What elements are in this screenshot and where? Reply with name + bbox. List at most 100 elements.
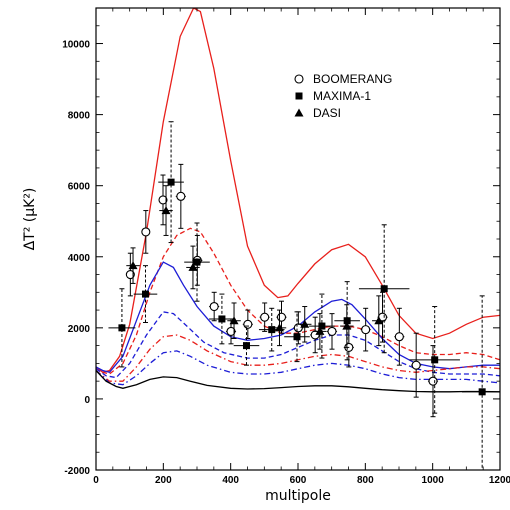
marker-filled-triangle bbox=[128, 261, 138, 270]
data-point-filled-triangle-2 bbox=[159, 185, 173, 236]
x-tick-label: 400 bbox=[222, 475, 239, 486]
axis-ticks: 0 200 400 600 800 1000 1200-200002000400060008… bbox=[62, 7, 510, 486]
marker-open-circle bbox=[226, 326, 236, 336]
marker-filled-square bbox=[242, 342, 250, 350]
marker-filled-triangle bbox=[300, 319, 310, 328]
model-curve-5 bbox=[96, 334, 500, 382]
marker-filled-triangle bbox=[188, 262, 198, 271]
y-tick-label: 0 bbox=[84, 395, 90, 406]
model-curve-7 bbox=[96, 370, 500, 393]
data-point-open-circle-2 bbox=[141, 210, 151, 254]
data-point-filled-square-5 bbox=[209, 293, 235, 345]
y-tick-label: 8000 bbox=[68, 111, 91, 122]
data-point-filled-square-1 bbox=[108, 288, 136, 368]
data-point-filled-square-11 bbox=[358, 224, 410, 354]
marker-filled-square bbox=[167, 178, 175, 186]
model-curve-1 bbox=[96, 8, 500, 374]
data-point-filled-triangle-1 bbox=[126, 247, 140, 284]
marker-open-circle bbox=[394, 332, 404, 342]
marker-open-circle bbox=[141, 227, 151, 237]
data-point-open-circle-9 bbox=[259, 302, 270, 332]
data-point-filled-square-8 bbox=[284, 311, 310, 363]
data-point-open-circle-13 bbox=[326, 313, 338, 350]
model-curve-6 bbox=[96, 350, 500, 386]
data-point-filled-square-3 bbox=[158, 121, 184, 244]
data-point-filled-triangle-4 bbox=[227, 302, 241, 340]
data-point-filled-triangle-6 bbox=[298, 306, 312, 343]
model-curve-2 bbox=[96, 227, 500, 375]
legend-item-open-circle: BOOMERANG bbox=[294, 72, 392, 86]
y-tick-label: 2000 bbox=[68, 324, 91, 335]
data-point-filled-square-9 bbox=[309, 293, 335, 359]
marker-filled-square bbox=[193, 258, 201, 266]
marker-open-circle bbox=[176, 191, 186, 201]
y-axis-title: ΔT² (μK²) bbox=[22, 188, 38, 251]
marker-filled-square bbox=[431, 356, 439, 364]
y-tick-label: 10000 bbox=[62, 40, 90, 51]
marker-filled-square bbox=[318, 322, 326, 330]
marker-open-circle bbox=[209, 301, 219, 312]
data-point-filled-triangle-3 bbox=[186, 245, 200, 290]
data-point-filled-square-6 bbox=[233, 325, 260, 366]
marker-open-circle bbox=[293, 323, 303, 333]
data-point-open-circle-15 bbox=[360, 307, 371, 352]
x-tick-label: 200 bbox=[155, 475, 172, 486]
data-point-open-circle-17 bbox=[394, 307, 405, 366]
data-point-open-circle-4 bbox=[175, 163, 186, 229]
marker-filled-triangle bbox=[342, 321, 352, 330]
data-point-filled-triangle-8 bbox=[340, 304, 354, 348]
data-point-open-circle-3 bbox=[158, 174, 168, 226]
x-tick-label: 1000 bbox=[422, 475, 445, 486]
data-point-filled-square-13 bbox=[461, 295, 500, 470]
marker-open-circle bbox=[411, 360, 421, 370]
legend-marker-open-circle bbox=[294, 74, 304, 84]
legend-item-filled-square: MAXIMA-1 bbox=[295, 89, 371, 103]
x-tick-label: 1200 bbox=[489, 475, 510, 486]
legend-label: BOOMERANG bbox=[313, 72, 392, 86]
y-tick-label: -2000 bbox=[64, 466, 90, 477]
legend-item-filled-triangle: DASI bbox=[294, 106, 341, 120]
data-point-filled-triangle-5 bbox=[272, 309, 287, 347]
x-tick-label: 600 bbox=[290, 475, 307, 486]
legend-marker-filled-square bbox=[295, 92, 303, 100]
y-tick-label: 4000 bbox=[68, 253, 91, 264]
marker-filled-square bbox=[380, 285, 388, 293]
data-points bbox=[108, 121, 500, 470]
data-point-open-circle-19 bbox=[427, 345, 439, 418]
data-point-filled-triangle-7 bbox=[313, 313, 327, 350]
data-point-filled-triangle-9 bbox=[372, 295, 386, 347]
marker-open-circle bbox=[276, 312, 287, 322]
marker-open-circle bbox=[361, 325, 371, 335]
marker-filled-triangle bbox=[374, 316, 384, 325]
marker-open-circle bbox=[243, 319, 253, 329]
marker-open-circle bbox=[428, 376, 438, 386]
legend-label: DASI bbox=[313, 106, 341, 120]
marker-filled-triangle bbox=[161, 206, 171, 215]
marker-filled-square bbox=[141, 290, 149, 298]
legend-label: MAXIMA-1 bbox=[313, 89, 371, 103]
data-point-filled-square-4 bbox=[184, 222, 210, 302]
marker-open-circle bbox=[125, 269, 135, 280]
marker-filled-triangle bbox=[315, 326, 325, 335]
marker-filled-triangle bbox=[274, 323, 284, 332]
data-point-open-circle-18 bbox=[411, 332, 422, 398]
marker-filled-triangle bbox=[229, 316, 239, 325]
marker-open-circle bbox=[327, 326, 337, 336]
marker-filled-square bbox=[118, 324, 126, 332]
data-point-open-circle-6 bbox=[209, 291, 220, 322]
x-tick-label: 0 bbox=[93, 475, 99, 486]
marker-open-circle bbox=[260, 312, 270, 322]
marker-filled-square bbox=[293, 333, 301, 341]
legend-marker-filled-triangle bbox=[294, 108, 304, 117]
data-point-filled-square-2 bbox=[133, 265, 158, 324]
x-axis-title: multipole bbox=[265, 488, 331, 504]
x-tick-label: 800 bbox=[357, 475, 374, 486]
data-point-open-circle-12 bbox=[310, 316, 321, 354]
data-point-open-circle-8 bbox=[242, 309, 253, 340]
marker-filled-square bbox=[218, 315, 226, 323]
marker-open-circle bbox=[158, 195, 168, 205]
y-tick-label: 6000 bbox=[68, 182, 91, 193]
legend: BOOMERANG MAXIMA-1 DASI bbox=[294, 72, 392, 120]
marker-filled-square bbox=[478, 388, 486, 396]
data-point-filled-square-12 bbox=[409, 306, 460, 414]
